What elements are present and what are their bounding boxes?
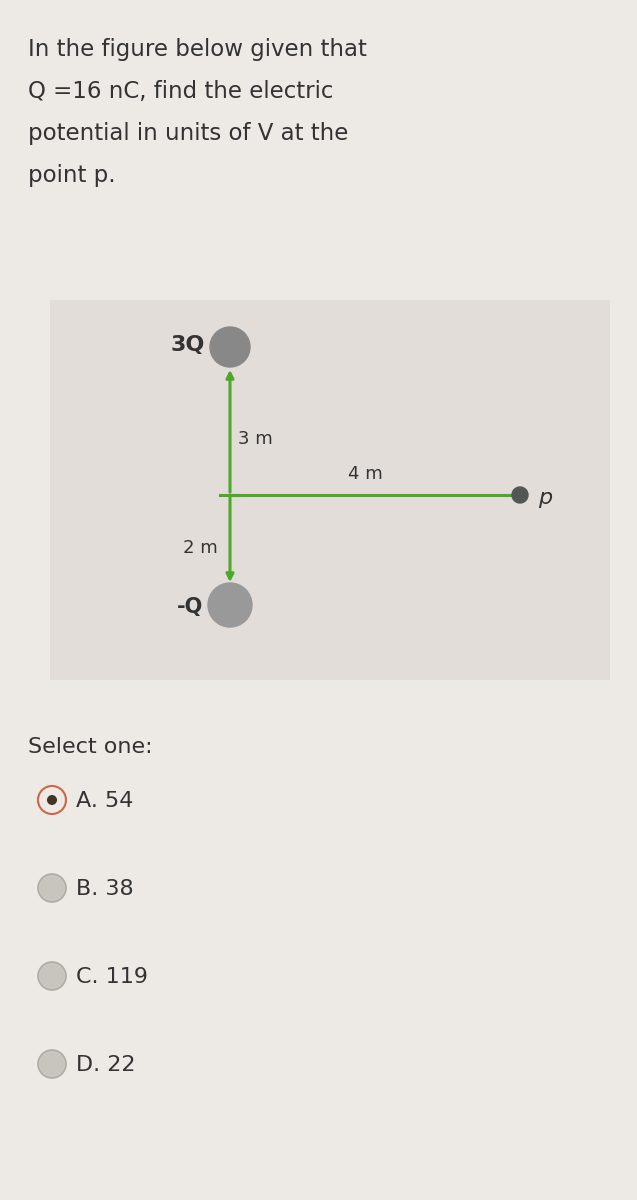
Text: 3 m: 3 m (238, 430, 273, 448)
Circle shape (38, 1050, 66, 1078)
Circle shape (47, 794, 57, 805)
Circle shape (512, 487, 528, 503)
Text: 2 m: 2 m (183, 539, 218, 557)
Text: In the figure below given that: In the figure below given that (28, 38, 367, 61)
Text: Q =16 nC, find the electric: Q =16 nC, find the electric (28, 80, 333, 103)
Circle shape (210, 326, 250, 367)
Text: potential in units of V at the: potential in units of V at the (28, 122, 348, 145)
Text: C. 119: C. 119 (76, 967, 148, 986)
Text: B. 38: B. 38 (76, 878, 134, 899)
Text: D. 22: D. 22 (76, 1055, 136, 1075)
Circle shape (38, 962, 66, 990)
Text: A. 54: A. 54 (76, 791, 133, 811)
Text: -Q: -Q (176, 596, 203, 617)
Text: Select one:: Select one: (28, 737, 153, 757)
Circle shape (38, 874, 66, 902)
Circle shape (208, 583, 252, 626)
Text: p: p (538, 488, 552, 508)
Text: point p.: point p. (28, 164, 116, 187)
FancyBboxPatch shape (50, 300, 610, 680)
Text: 4 m: 4 m (348, 464, 382, 482)
Text: 3Q: 3Q (171, 335, 205, 355)
